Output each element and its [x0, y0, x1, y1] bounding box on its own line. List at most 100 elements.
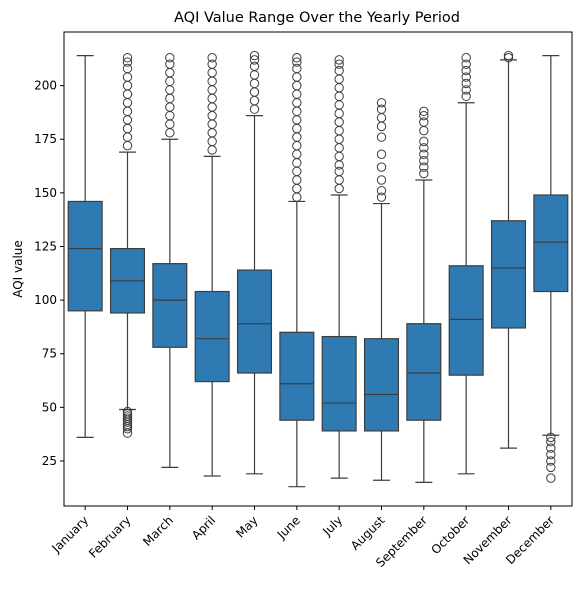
- outlier-point: [334, 183, 344, 194]
- box-february: [109, 53, 146, 438]
- outlier-point: [334, 91, 344, 102]
- outlier-point: [376, 162, 387, 172]
- x-tick-label-february: February: [86, 513, 134, 561]
- outlier-point: [165, 53, 175, 63]
- outlier-point: [334, 125, 344, 136]
- outlier-point: [334, 59, 344, 69]
- y-tick-label: 50: [42, 400, 57, 414]
- iqr-box: [448, 265, 484, 376]
- outlier-point: [165, 59, 175, 69]
- outlier-point: [122, 140, 133, 151]
- x-tick-label-january: January: [49, 513, 92, 556]
- outlier-point: [419, 125, 429, 136]
- outlier-point: [292, 106, 302, 117]
- x-tick-label-august: August: [348, 513, 388, 553]
- outlier-point: [122, 80, 133, 91]
- outlier-point: [461, 85, 471, 95]
- outlier-point: [292, 98, 302, 108]
- outlier-point: [461, 78, 471, 89]
- outlier-point: [419, 155, 429, 166]
- outlier-point: [334, 143, 344, 153]
- y-tick-label: 125: [34, 239, 57, 253]
- box-december: [533, 54, 569, 483]
- outlier-point: [165, 102, 175, 112]
- iqr-box: [363, 338, 400, 432]
- outlier-point: [292, 166, 302, 177]
- outlier-point: [461, 72, 471, 82]
- outlier-point: [122, 57, 133, 67]
- outlier-point: [165, 128, 175, 138]
- outlier-point: [207, 68, 217, 78]
- outlier-point: [292, 72, 302, 82]
- outlier-point: [207, 76, 217, 87]
- outlier-point: [249, 70, 260, 80]
- plot-frame: [63, 31, 573, 507]
- box-layer: [67, 50, 569, 488]
- x-tick-label-april: April: [189, 513, 218, 542]
- outlier-point: [546, 449, 556, 460]
- y-tick-label: 200: [34, 79, 57, 93]
- outlier-point: [334, 166, 344, 177]
- outlier-point: [207, 145, 217, 155]
- y-axis: 25 50 75 100 125 150 175 200: [34, 79, 64, 468]
- outlier-point: [376, 175, 387, 185]
- outlier-point: [546, 436, 556, 447]
- outlier-point: [292, 89, 302, 99]
- outlier-point: [249, 87, 260, 97]
- box-october: [448, 53, 484, 475]
- outlier-point: [419, 136, 429, 147]
- outlier-point: [292, 115, 302, 125]
- outlier-point: [122, 132, 133, 142]
- outlier-point: [419, 168, 429, 179]
- outlier-point: [334, 74, 344, 84]
- outlier-point: [546, 462, 556, 473]
- outlier-point: [376, 121, 387, 132]
- outlier-point: [249, 78, 260, 89]
- outlier-point: [546, 456, 556, 466]
- outlier-point: [376, 132, 387, 142]
- outlier-point: [292, 192, 302, 202]
- outlier-point: [419, 149, 429, 159]
- iqr-box: [406, 323, 442, 421]
- outlier-point: [546, 473, 556, 483]
- outlier-point: [165, 93, 175, 104]
- outlier-point: [207, 85, 217, 95]
- outlier-point: [122, 53, 133, 63]
- box-september: [406, 106, 442, 484]
- iqr-box: [279, 331, 315, 421]
- x-tick-label-october: October: [428, 513, 472, 557]
- outlier-point: [249, 95, 260, 106]
- iqr-box: [67, 200, 103, 312]
- outlier-point: [334, 83, 344, 93]
- y-tick-label: 25: [42, 454, 57, 468]
- iqr-box: [533, 194, 569, 293]
- outlier-point: [249, 55, 260, 65]
- x-tick-label-june: June: [274, 513, 303, 542]
- outlier-point: [334, 175, 344, 185]
- outlier-point: [122, 406, 133, 417]
- outlier-point: [207, 110, 217, 121]
- outlier-point: [122, 72, 133, 82]
- outlier-point: [292, 132, 302, 142]
- outlier-point: [249, 104, 260, 114]
- outlier-point: [419, 162, 429, 172]
- outlier-point: [376, 113, 387, 123]
- iqr-box: [194, 290, 230, 383]
- outlier-point: [122, 123, 133, 134]
- box-june: [279, 53, 315, 488]
- outlier-point: [376, 149, 387, 159]
- outlier-point: [461, 65, 471, 76]
- outlier-point: [207, 93, 217, 104]
- outlier-point: [122, 115, 133, 125]
- outlier-point: [419, 117, 429, 127]
- box-march: [152, 53, 188, 468]
- outlier-point: [292, 149, 302, 159]
- outlier-point: [419, 143, 429, 153]
- y-tick-label: 100: [34, 293, 57, 307]
- outlier-point: [334, 108, 344, 119]
- outlier-point: [122, 413, 133, 423]
- outlier-point: [546, 432, 556, 443]
- box-july: [321, 55, 357, 479]
- iqr-box: [236, 269, 273, 374]
